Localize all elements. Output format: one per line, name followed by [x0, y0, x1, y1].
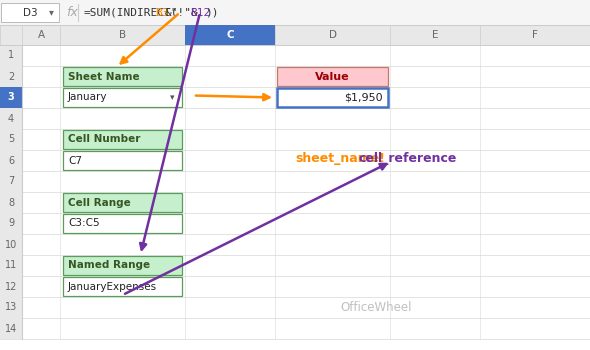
Bar	[0, 87, 22, 108]
Bar	[1, 3, 59, 22]
Text: D: D	[329, 30, 336, 40]
Text: B: B	[119, 30, 126, 40]
Bar	[0, 213, 22, 234]
Bar	[0, 25, 590, 45]
Text: D3: D3	[22, 7, 37, 18]
Text: &"!"&: &"!"&	[165, 7, 199, 18]
Text: )): ))	[205, 7, 219, 18]
Bar	[63, 277, 182, 296]
Text: 12: 12	[5, 281, 17, 292]
Text: =SUM(INDIRECT(: =SUM(INDIRECT(	[84, 7, 179, 18]
Text: C3:C5: C3:C5	[68, 218, 100, 229]
Bar	[0, 297, 22, 318]
Text: 3: 3	[8, 92, 14, 103]
Bar	[63, 214, 182, 233]
Bar	[0, 66, 22, 87]
Bar	[0, 276, 22, 297]
Bar	[0, 150, 22, 171]
Text: 10: 10	[5, 239, 17, 250]
Text: A: A	[37, 30, 45, 40]
Bar	[63, 256, 182, 275]
Text: E: E	[432, 30, 438, 40]
Text: Cell Number: Cell Number	[68, 134, 140, 145]
Text: 11: 11	[5, 260, 17, 271]
Bar	[0, 0, 590, 25]
Text: 7: 7	[8, 176, 14, 187]
Bar	[63, 151, 182, 170]
Bar	[277, 67, 388, 86]
Text: 4: 4	[8, 113, 14, 124]
Bar	[185, 25, 275, 45]
Bar	[0, 108, 22, 129]
Bar	[0, 255, 22, 276]
Bar	[63, 130, 182, 149]
Text: Value: Value	[315, 71, 350, 82]
Text: F: F	[532, 30, 538, 40]
Text: Cell Range: Cell Range	[68, 197, 131, 208]
Text: ▾: ▾	[170, 93, 174, 102]
Bar	[0, 129, 22, 150]
Text: January: January	[68, 92, 107, 103]
Text: 5: 5	[8, 134, 14, 145]
Text: B3: B3	[155, 7, 168, 18]
Text: sheet_name!: sheet_name!	[295, 152, 385, 165]
Text: 13: 13	[5, 302, 17, 313]
Text: C7: C7	[68, 155, 82, 166]
Bar	[277, 88, 388, 107]
Text: JanuaryExpenses: JanuaryExpenses	[68, 281, 157, 292]
Text: B12: B12	[190, 7, 210, 18]
Text: 2: 2	[8, 71, 14, 82]
Text: 9: 9	[8, 218, 14, 229]
Text: ▾: ▾	[48, 7, 54, 18]
Bar	[0, 192, 22, 213]
Text: 1: 1	[8, 50, 14, 61]
Text: cell_reference: cell_reference	[359, 152, 457, 165]
Bar	[0, 87, 22, 108]
Text: fx: fx	[66, 6, 78, 19]
Text: 8: 8	[8, 197, 14, 208]
Bar	[0, 318, 22, 339]
Text: 6: 6	[8, 155, 14, 166]
Text: Named Range: Named Range	[68, 260, 150, 271]
Text: C: C	[226, 30, 234, 40]
Bar	[63, 88, 182, 107]
Bar	[0, 45, 590, 339]
Bar	[0, 45, 22, 66]
Text: $1,950: $1,950	[345, 92, 383, 103]
Bar	[63, 193, 182, 212]
Text: Sheet Name: Sheet Name	[68, 71, 140, 82]
Text: 14: 14	[5, 323, 17, 334]
Bar	[0, 234, 22, 255]
Text: OfficeWheel: OfficeWheel	[340, 301, 411, 314]
Bar	[0, 171, 22, 192]
Bar	[63, 67, 182, 86]
